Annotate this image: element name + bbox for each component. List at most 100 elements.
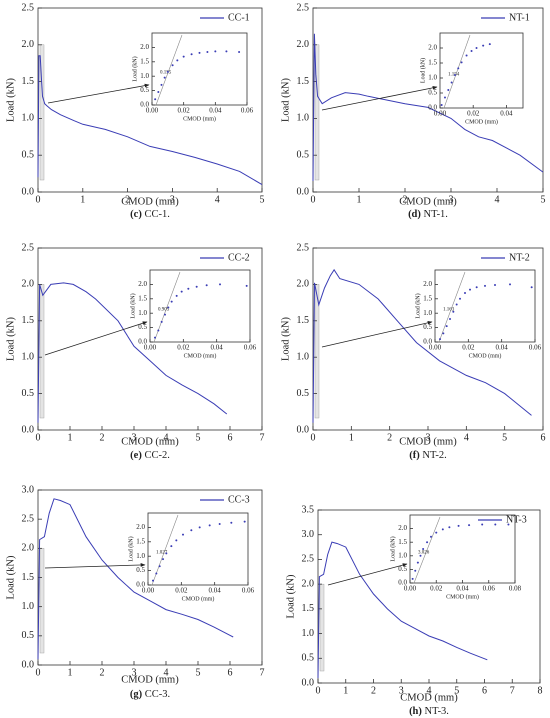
inset-point <box>198 51 201 54</box>
inset-x-label: CMOD (mm) <box>184 352 217 359</box>
inset-point <box>238 51 241 54</box>
x-tick-label: 3 <box>426 432 431 443</box>
inset-y-label: Load (kN) <box>131 56 138 81</box>
inset-point <box>208 524 211 527</box>
inset-point <box>468 524 471 527</box>
x-tick-label: 4 <box>215 194 220 205</box>
x-tick-label: 1 <box>80 194 85 205</box>
y-tick-label: 0.0 <box>297 186 310 197</box>
inset-y-tick-label: 0.0 <box>138 338 147 346</box>
y-tick-label: 2.5 <box>22 513 35 524</box>
inset-point <box>453 74 456 76</box>
inset-point <box>152 579 154 582</box>
y-tick-label: 2.5 <box>22 2 35 13</box>
inset-point <box>182 533 184 536</box>
plot-frame <box>37 7 263 193</box>
inset-point <box>165 552 168 555</box>
caption-text: CC-3. <box>145 689 170 700</box>
y-tick-label: 1.0 <box>297 113 310 124</box>
y-axis-label: Load (kN) <box>5 555 16 600</box>
series-line <box>37 55 263 186</box>
inset-x-tick-label: 0.06 <box>241 107 254 115</box>
inset-point <box>450 81 453 84</box>
inset-point <box>507 523 510 526</box>
x-tick-label: 4 <box>164 432 169 443</box>
caption: (h) NT-3. <box>409 706 449 717</box>
arrow <box>321 320 433 348</box>
inset-x-tick-label: 0.08 <box>509 585 522 593</box>
caption-text: NT-2. <box>422 450 446 461</box>
series-line <box>37 282 228 423</box>
y-tick-label: 0.0 <box>22 659 35 670</box>
inset-point <box>459 297 461 300</box>
slope-label: 0.155 <box>160 71 172 76</box>
legend-label: CC-2 <box>228 252 250 263</box>
inset-point <box>175 539 178 542</box>
caption-label: (d) <box>408 209 421 220</box>
inset-point <box>230 521 233 524</box>
inset-point <box>448 526 451 529</box>
inset-point <box>154 336 156 339</box>
inset-point <box>457 67 460 70</box>
slope-label: 1.154 <box>448 72 460 77</box>
x-tick-label: 7 <box>260 667 265 678</box>
y-tick-label: 0.5 <box>302 653 315 664</box>
caption: (g) CC-3. <box>130 689 170 700</box>
inset-y-tick-label: 1.0 <box>398 551 407 559</box>
y-axis-label: Load (kN) <box>280 77 291 122</box>
inset-point <box>162 558 164 561</box>
y-tick-label: 0.5 <box>22 149 35 160</box>
x-tick-label: 2 <box>403 194 408 205</box>
inset-point <box>465 54 468 57</box>
plot-frame <box>317 509 541 684</box>
inset-point <box>195 285 198 288</box>
inset-x-tick-label: 0.02 <box>467 110 480 118</box>
inset-y-tick-label: 0.5 <box>136 566 145 574</box>
x-tick-label: 1 <box>357 194 362 205</box>
inset-point <box>160 320 163 323</box>
inset-point <box>481 523 484 526</box>
inset-y-tick-label: 0.0 <box>428 104 437 112</box>
inset-y-tick-label: 1.5 <box>423 294 432 302</box>
x-tick-label: 3 <box>399 685 404 696</box>
initial-band <box>39 284 45 419</box>
inset-point <box>460 61 463 64</box>
inset-y-tick-label: 1.5 <box>138 294 147 302</box>
caption-label: (e) <box>130 450 142 461</box>
inset-y-tick-label: 2.0 <box>428 44 437 52</box>
inset-y-tick-label: 0.0 <box>423 338 432 346</box>
tangent-line <box>438 271 466 343</box>
inset-point <box>157 91 160 94</box>
inset-point <box>452 310 455 313</box>
y-tick-label: 0.0 <box>297 424 310 435</box>
inset-x-tick-label: 0.02 <box>462 344 475 352</box>
caption-text: NT-1. <box>424 209 448 220</box>
inset-point <box>170 300 173 303</box>
y-tick-label: 2.5 <box>22 242 35 253</box>
inset-point <box>182 55 185 58</box>
y-tick-label: 2.5 <box>297 2 310 13</box>
y-axis-label: Load (kN) <box>5 77 16 122</box>
y-tick-label: 2.0 <box>22 279 35 290</box>
inset-point <box>455 303 458 306</box>
inset-point <box>419 554 422 557</box>
inset-point <box>416 561 419 564</box>
inset-point <box>488 43 491 46</box>
caption: (d) NT-1. <box>408 209 448 220</box>
slope-label: 1.027 <box>156 551 168 556</box>
inset-point <box>218 522 221 525</box>
inset-x-tick-label: 0.06 <box>529 344 542 352</box>
inset-point <box>441 528 444 531</box>
y-tick-label: 2.5 <box>302 554 315 565</box>
x-tick-label: 4 <box>464 432 469 443</box>
slope-label: 1.163 <box>443 308 455 313</box>
inset-y-tick-label: 2.0 <box>136 523 145 531</box>
inset-x-tick-label: 0.06 <box>242 587 255 595</box>
inset-x-tick-label: 0.06 <box>244 344 257 352</box>
inset-y-tick-label: 0.0 <box>140 101 149 109</box>
inset-y-label: Load (kN) <box>414 293 421 318</box>
inset-point <box>530 286 533 289</box>
x-tick-label: 3 <box>132 667 137 678</box>
inset-y-tick-label: 0.5 <box>428 89 437 97</box>
